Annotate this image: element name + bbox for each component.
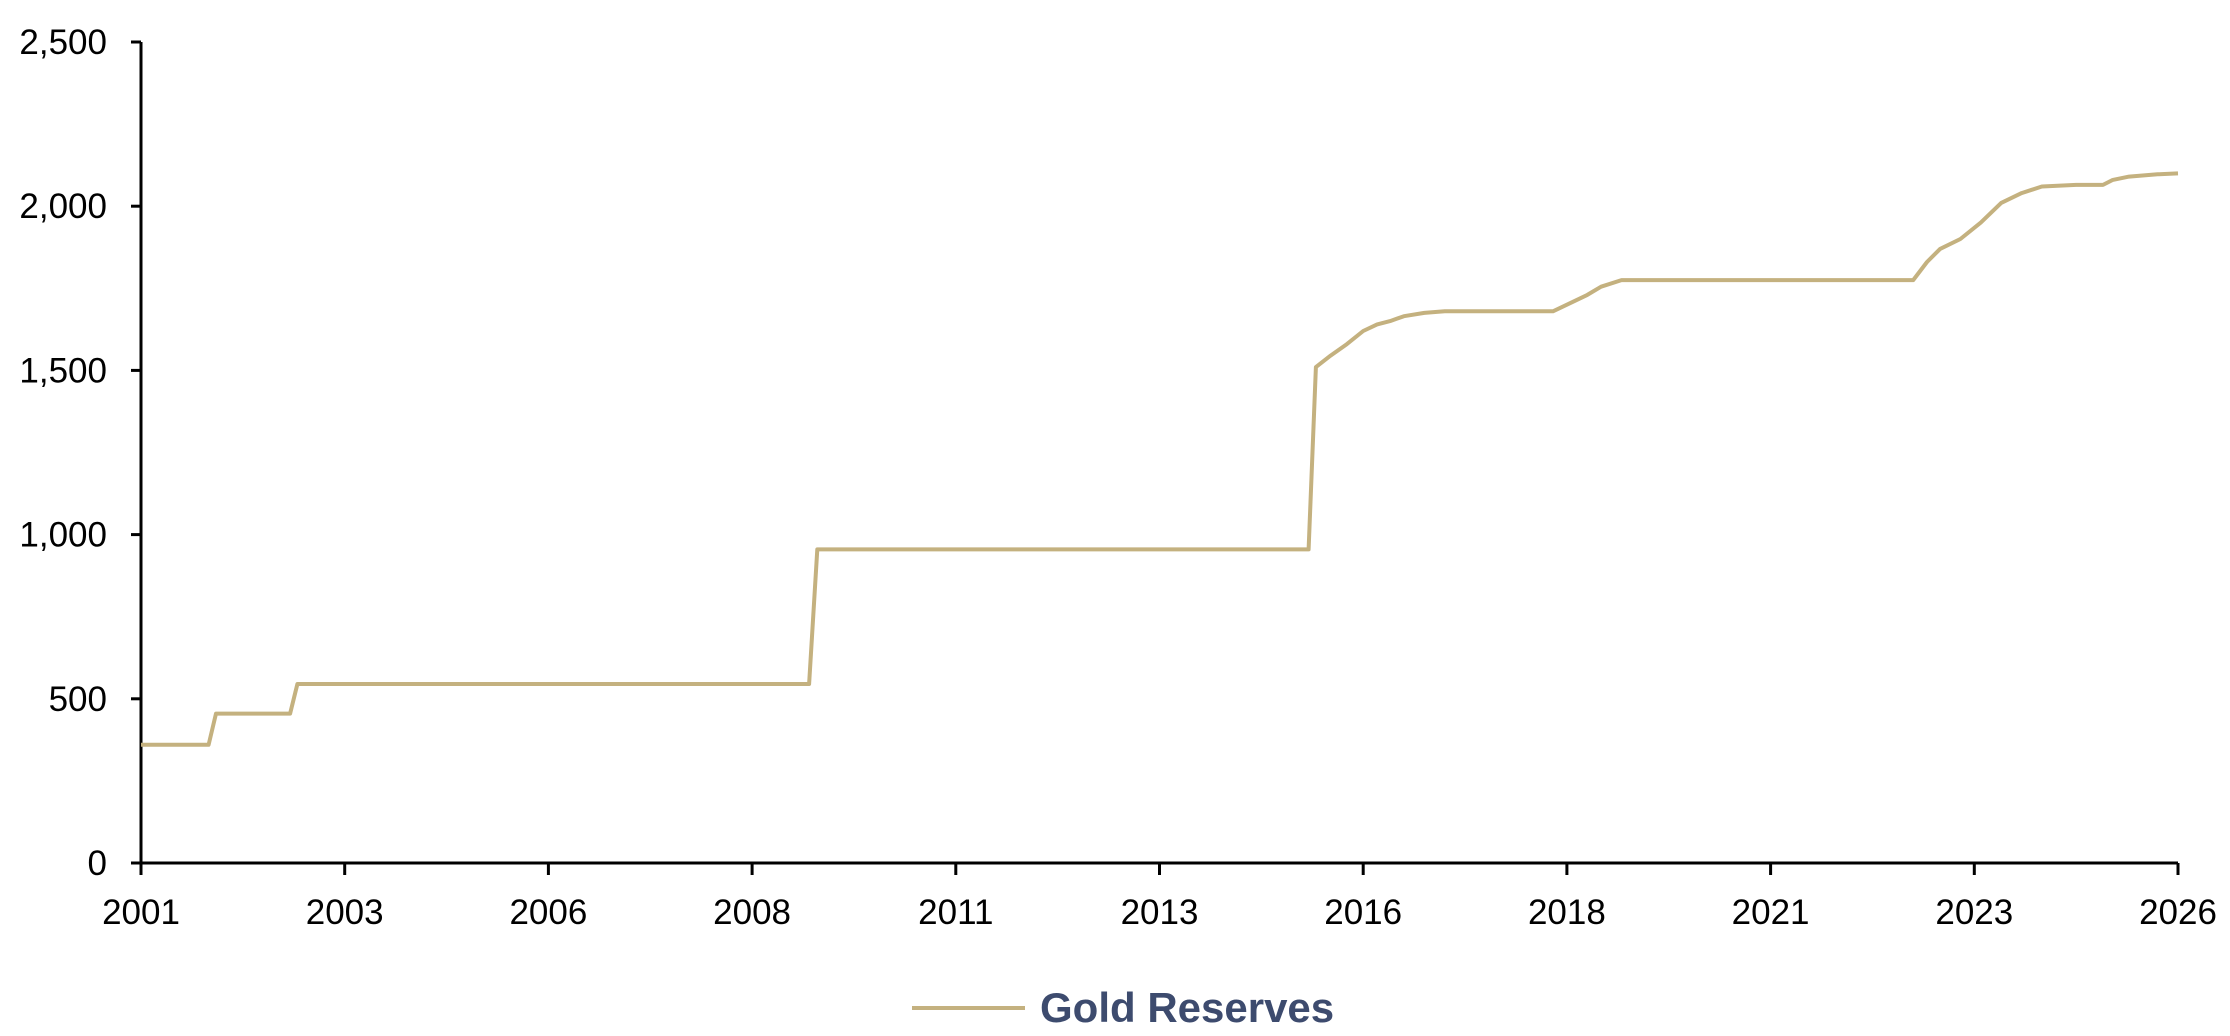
y-tick-label: 2,500 bbox=[19, 23, 107, 62]
x-tick-label: 2008 bbox=[713, 893, 791, 932]
x-tick-label: 2021 bbox=[1732, 893, 1810, 932]
y-axis-ticks: 0 500 1,000 1,500 2,000 2,500 bbox=[19, 23, 141, 883]
y-tick-label: 500 bbox=[49, 680, 107, 719]
y-tick-label: 1,000 bbox=[19, 516, 107, 555]
x-tick-label: 2013 bbox=[1121, 893, 1199, 932]
x-axis-ticks: 2001 2003 2006 2008 2011 2013 2016 2018 2021 2023… bbox=[102, 863, 2217, 932]
series-line-gold-reserves bbox=[141, 171, 2179, 747]
x-tick-label: 2006 bbox=[509, 893, 587, 932]
y-tick-label: 0 bbox=[88, 844, 107, 883]
x-tick-label: 2023 bbox=[1935, 893, 2013, 932]
x-tick-label: 2018 bbox=[1528, 893, 1606, 932]
x-tick-label: 2001 bbox=[102, 893, 180, 932]
y-tick-label: 2,000 bbox=[19, 187, 107, 226]
x-tick-label: 2026 bbox=[2139, 893, 2217, 932]
y-tick-label: 1,500 bbox=[19, 351, 107, 390]
legend-label-gold-reserves: Gold Reserves bbox=[1040, 984, 1334, 1031]
series-layer bbox=[141, 171, 2179, 747]
x-tick-label: 2011 bbox=[918, 893, 993, 932]
legend: Gold Reserves bbox=[912, 984, 1334, 1031]
x-tick-label: 2003 bbox=[306, 893, 384, 932]
x-tick-label: 2016 bbox=[1324, 893, 1402, 932]
